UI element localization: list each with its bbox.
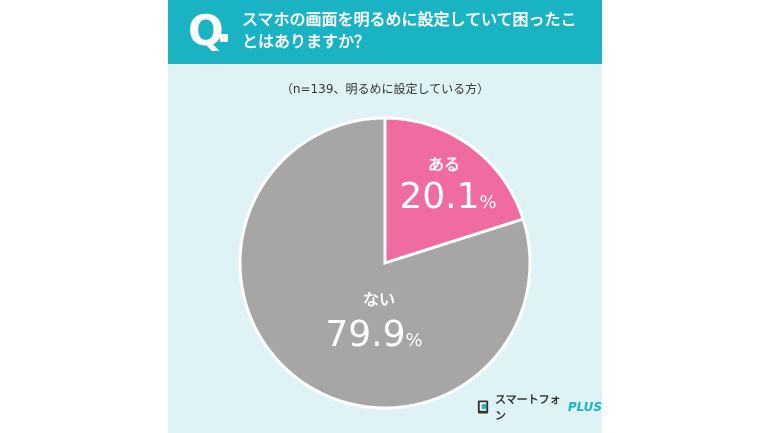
pie-slice-1 [238, 116, 532, 410]
pie-slice-0 [383, 116, 526, 266]
question-header: Q スマホの画面を明るめに設定していて困ったことはありますか？ [168, 0, 602, 64]
slice-value-1: 79.9% [325, 314, 422, 355]
pie-chart: ある 20.1% ない 79.9% [238, 116, 532, 410]
slice-label-1: ない [363, 290, 395, 309]
brand-suffix: PLUS [567, 400, 602, 414]
sample-note: （n=139、明るめに設定している方） [280, 82, 490, 96]
question-text: スマホの画面を明るめに設定していて困ったことはありますか？ [242, 10, 577, 51]
brand-footer: スマートフォン PLUS [476, 393, 602, 422]
question-mark: Q [188, 6, 224, 55]
brand-logo-icon [477, 400, 489, 414]
slice-label-0: ある [428, 155, 460, 174]
brand-name: スマートフォン [494, 393, 561, 422]
question-mark-dot [220, 34, 228, 42]
chart-card: Q スマホの画面を明るめに設定していて困ったことはありますか？ （n=139、明… [168, 0, 602, 433]
slice-value-0: 20.1% [399, 176, 496, 217]
